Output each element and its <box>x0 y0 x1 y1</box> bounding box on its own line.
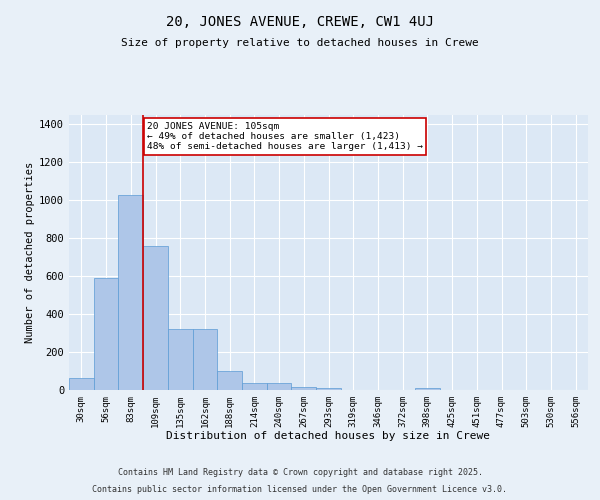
Bar <box>415 388 440 390</box>
Text: 20, JONES AVENUE, CREWE, CW1 4UJ: 20, JONES AVENUE, CREWE, CW1 4UJ <box>166 16 434 30</box>
Bar <box>94 278 118 390</box>
Text: Contains public sector information licensed under the Open Government Licence v3: Contains public sector information licen… <box>92 484 508 494</box>
Bar <box>193 330 217 390</box>
Text: Size of property relative to detached houses in Crewe: Size of property relative to detached ho… <box>121 38 479 48</box>
Bar <box>267 384 292 390</box>
Text: Contains HM Land Registry data © Crown copyright and database right 2025.: Contains HM Land Registry data © Crown c… <box>118 468 482 477</box>
Text: 20 JONES AVENUE: 105sqm
← 49% of detached houses are smaller (1,423)
48% of semi: 20 JONES AVENUE: 105sqm ← 49% of detache… <box>147 122 423 152</box>
Bar <box>69 378 94 390</box>
Bar <box>217 371 242 390</box>
Bar <box>292 386 316 390</box>
Bar <box>242 383 267 390</box>
X-axis label: Distribution of detached houses by size in Crewe: Distribution of detached houses by size … <box>167 432 491 442</box>
Bar <box>316 388 341 390</box>
Bar <box>168 330 193 390</box>
Bar <box>118 194 143 390</box>
Bar <box>143 246 168 390</box>
Y-axis label: Number of detached properties: Number of detached properties <box>25 162 35 343</box>
